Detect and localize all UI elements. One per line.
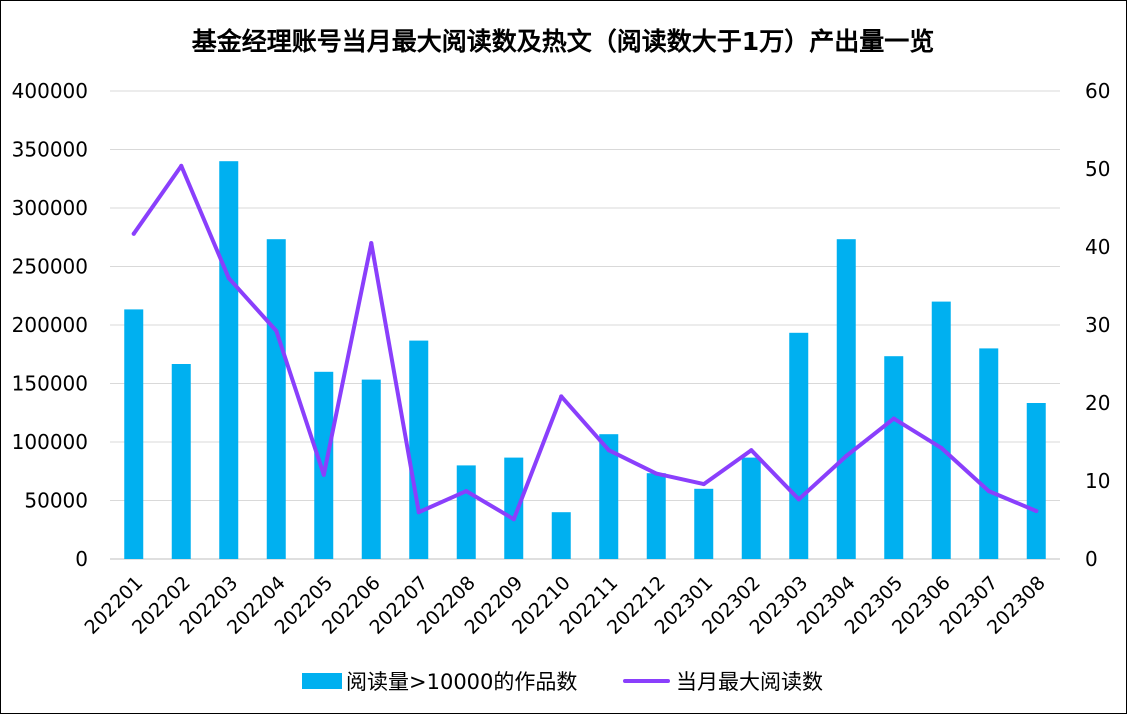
right-tick-label: 10 — [1085, 469, 1110, 493]
left-tick-label: 150000 — [12, 372, 88, 396]
left-tick-label: 250000 — [12, 255, 88, 279]
bar — [171, 364, 191, 559]
line-point — [891, 416, 896, 421]
bar — [694, 488, 714, 559]
line-point — [844, 454, 849, 459]
right-tick-label: 30 — [1085, 313, 1110, 337]
left-axis: 0 50000 100000 150000 200000 250000 300000 3500… — [12, 79, 88, 571]
line-point — [416, 510, 421, 515]
legend-line-label: 当月最大阅读数 — [676, 670, 823, 694]
left-tick-label: 100000 — [12, 430, 88, 454]
legend-bar-label: 阅读量>10000的作品数 — [346, 670, 577, 694]
legend: 阅读量>10000的作品数 当月最大阅读数 — [302, 670, 823, 694]
bar — [599, 434, 619, 559]
bar — [551, 512, 571, 559]
bar — [884, 356, 904, 559]
line-point — [701, 482, 706, 487]
line-point — [179, 163, 184, 168]
bar — [741, 457, 761, 559]
legend-bar-swatch — [302, 673, 342, 689]
right-tick-label: 0 — [1085, 547, 1098, 571]
line-point — [369, 241, 374, 246]
bar — [1026, 403, 1046, 559]
line-point — [986, 489, 991, 494]
x-axis: 2022012022022022032022042022052022062022… — [80, 572, 1049, 639]
bar — [789, 332, 809, 559]
chart-title: 基金经理账号当月最大阅读数及热文（阅读数大于1万）产出量一览 — [192, 27, 934, 56]
line-point — [226, 276, 231, 281]
left-tick-label: 0 — [75, 547, 88, 571]
bar-series — [124, 161, 1046, 559]
line-point — [274, 328, 279, 333]
line-point — [654, 471, 659, 476]
bar — [646, 473, 666, 559]
bar — [979, 348, 999, 559]
line-point — [321, 472, 326, 477]
line-point — [511, 517, 516, 522]
bar — [266, 239, 286, 559]
right-tick-label: 50 — [1085, 157, 1110, 181]
line-point — [606, 448, 611, 453]
line-point — [796, 497, 801, 502]
gridlines — [110, 90, 1060, 560]
bar — [219, 161, 239, 559]
line-point — [464, 489, 469, 494]
line-series — [131, 163, 1039, 522]
bar — [836, 239, 856, 559]
left-tick-label: 200000 — [12, 313, 88, 337]
right-axis: 0 10 20 30 40 50 60 — [1085, 79, 1110, 571]
left-tick-label: 50000 — [24, 489, 88, 513]
bar — [504, 457, 524, 559]
bar — [931, 301, 951, 559]
line-point — [1034, 509, 1039, 514]
left-tick-label: 350000 — [12, 138, 88, 162]
line-point — [939, 445, 944, 450]
left-tick-label: 300000 — [12, 196, 88, 220]
bar — [361, 379, 381, 559]
line-path — [131, 163, 1039, 522]
right-tick-label: 20 — [1085, 391, 1110, 415]
bar — [456, 465, 476, 559]
line-point — [131, 231, 136, 236]
right-tick-label: 60 — [1085, 79, 1110, 103]
bar — [409, 340, 429, 559]
left-tick-label: 400000 — [12, 79, 88, 103]
line-point — [559, 394, 564, 399]
line-point — [749, 448, 754, 453]
right-tick-label: 40 — [1085, 235, 1110, 259]
bar — [124, 309, 144, 559]
